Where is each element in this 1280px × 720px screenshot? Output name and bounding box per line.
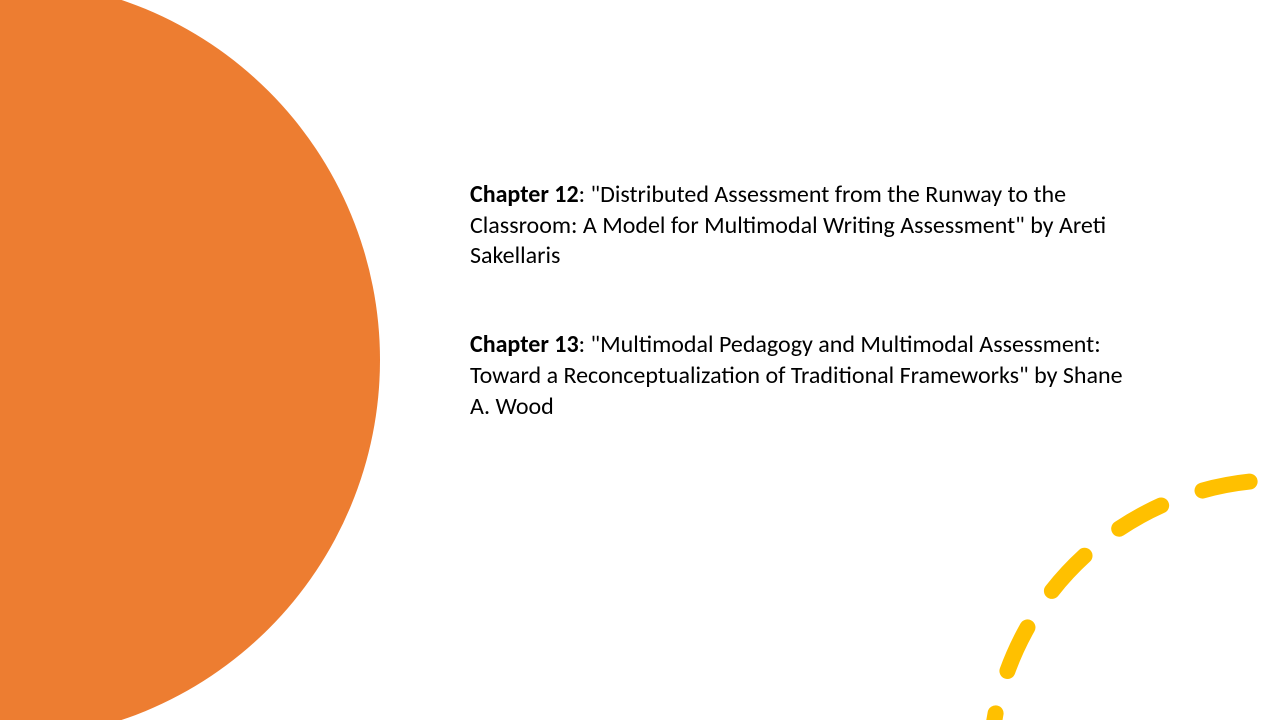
- chapter-entry: Chapter 12: "Distributed Assessment from…: [470, 180, 1130, 272]
- chapter-label: Chapter 12: [470, 180, 579, 209]
- chapter-label: Chapter 13: [470, 330, 579, 359]
- chapter-entry: Chapter 13: "Multimodal Pedagogy and Mul…: [470, 330, 1130, 422]
- yellow-dashed-arc-decoration: [900, 420, 1280, 720]
- orange-circle-decoration: [0, 0, 380, 720]
- slide: Chapter 12: "Distributed Assessment from…: [0, 0, 1280, 720]
- content-area: Chapter 12: "Distributed Assessment from…: [470, 180, 1130, 422]
